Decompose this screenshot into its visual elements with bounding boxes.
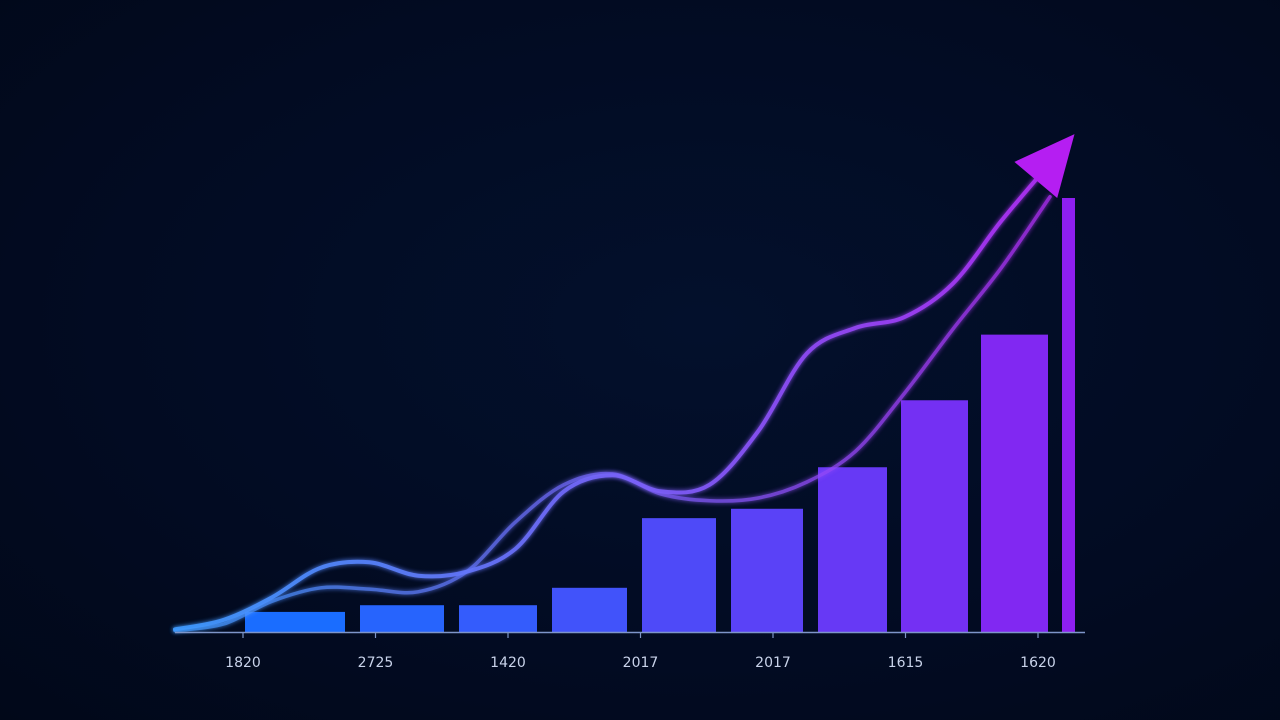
x-tick-label: 1820 [225,655,261,671]
bar [981,334,1048,632]
bar [360,605,444,632]
x-tick-label: 2017 [623,655,659,671]
trend-arrow-head [1014,134,1075,198]
trend-lines [173,134,1075,633]
bar [245,611,345,632]
x-tick-label: 2017 [755,655,791,671]
x-tick-label: 2725 [358,655,394,671]
trend-line [173,194,1052,633]
bar [459,605,537,632]
x-tick-label: 1615 [888,655,924,671]
bar [1062,198,1075,632]
x-tick-label: 1420 [490,655,526,671]
x-tick-labels: 1820 2725 1420 2017 2017 1615 1620 [225,632,1056,671]
bar [818,467,887,632]
bar [731,508,803,632]
bar [642,518,716,632]
bar [901,400,968,632]
x-tick-label: 1620 [1020,655,1056,671]
bar [552,587,627,632]
bar-series [245,198,1075,632]
